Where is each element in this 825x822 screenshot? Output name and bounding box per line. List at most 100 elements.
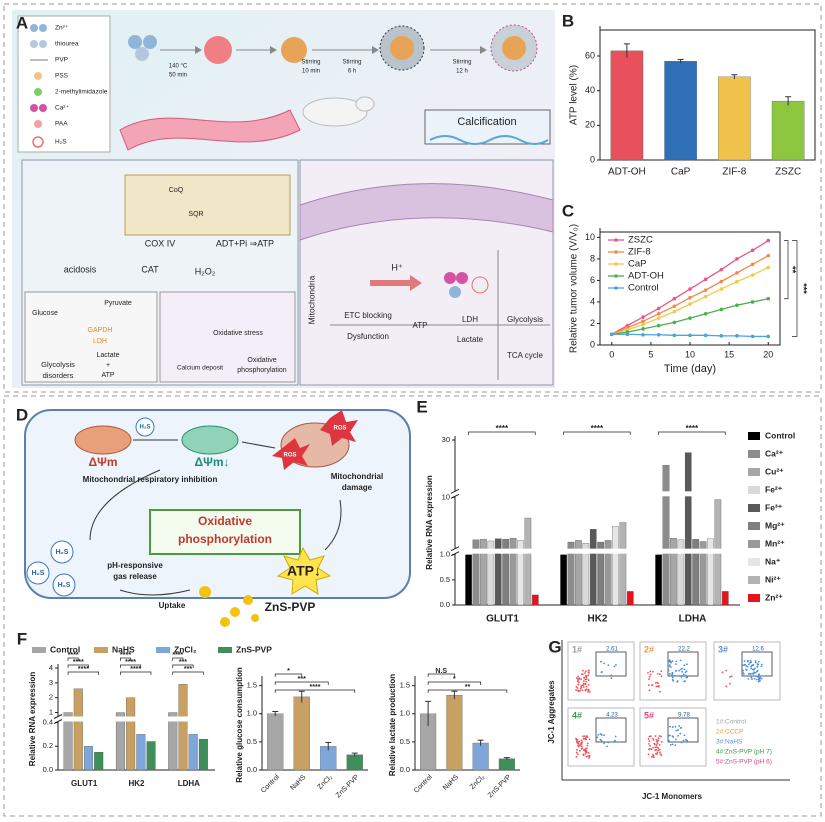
diagram-label: CAT (141, 264, 159, 274)
bar (721, 591, 729, 606)
break-mark (450, 493, 460, 499)
bar (446, 695, 463, 771)
legend-label: H₂S (55, 139, 67, 146)
cell-dot (750, 667, 753, 670)
diagram-label: Lactate (457, 335, 484, 344)
sig-bracket (658, 431, 726, 435)
point (656, 332, 661, 337)
cell-dot (578, 749, 581, 752)
cell-dot (747, 673, 750, 675)
cell-dot (682, 739, 685, 742)
bar (699, 541, 707, 606)
bar (771, 100, 805, 161)
cell-dot (725, 669, 728, 672)
diagram-label: ATP (413, 321, 428, 330)
h2s-bubble (50, 540, 74, 564)
step-label: 140 °C (169, 64, 188, 70)
significance-label: **** (125, 659, 136, 666)
axis-label: JC-1 Aggregates (547, 680, 556, 744)
cell-dot (585, 678, 588, 681)
bar (178, 684, 188, 771)
cell-dot (580, 739, 583, 742)
cell-dot (601, 671, 603, 673)
cell-dot (749, 672, 751, 675)
legend-swatch (94, 647, 108, 653)
cell-dot (681, 670, 684, 673)
y-tick-label: 1.5 (247, 681, 257, 690)
diagram-label: Oxidative stress (213, 330, 263, 337)
cell-dot (584, 738, 587, 741)
gate-value: 2.61 (606, 647, 618, 653)
point (750, 248, 755, 253)
diagram-label: LDH (93, 338, 107, 345)
cell-dot (575, 689, 577, 691)
legend-label: Fe²⁺ (765, 484, 783, 494)
bar (465, 554, 472, 606)
bar (612, 526, 619, 606)
cell-dot (652, 746, 654, 749)
cell-dot (671, 676, 674, 679)
x-tick-label: ZIF-8 (722, 167, 746, 178)
point (641, 327, 645, 331)
diagram-label: Lactate (97, 352, 120, 359)
diagram-label: Glycolysis (41, 360, 75, 369)
bar (168, 712, 178, 771)
legend-label: 2#:CCCP (716, 729, 743, 736)
legend-label: CaP (628, 259, 646, 270)
cell-dot (577, 675, 580, 678)
cell-dot (649, 735, 652, 738)
cell-dot (603, 662, 606, 665)
cell-dot (585, 755, 588, 758)
cell-dot (669, 734, 671, 737)
cell-dot (648, 675, 651, 678)
cell-dot (685, 670, 688, 673)
cell-dot (587, 684, 590, 686)
mitochondrion (181, 425, 239, 455)
break-mark (53, 714, 63, 719)
bar (293, 696, 310, 771)
y-tick-label: 3 (49, 678, 53, 687)
sig-bracket (468, 431, 536, 435)
cell-dot (654, 735, 657, 737)
diagram-label: ΔΨm (88, 455, 117, 469)
cell-dot (580, 678, 583, 681)
bar (472, 539, 480, 606)
sig-bracket (67, 671, 100, 675)
diagram-label: damage (342, 483, 373, 492)
cell-dot (587, 690, 589, 693)
cell-dot (671, 660, 674, 663)
cell-dot (580, 685, 582, 688)
cell-dot (582, 754, 585, 757)
y-axis-label: Relative lactate production (388, 674, 397, 776)
cell-dot (648, 735, 651, 738)
cell-dot (603, 742, 606, 745)
gate-value: 22.2 (678, 647, 690, 653)
bar (73, 688, 83, 771)
cell-dot (651, 753, 654, 756)
bar (531, 594, 539, 606)
cell-dot (597, 733, 600, 736)
sig-bracket (274, 681, 329, 685)
h2s-bubble (52, 573, 76, 597)
y-tick-label: 20 (585, 120, 595, 130)
cell-dot (670, 661, 672, 664)
cell-dot (652, 670, 654, 673)
bar (560, 554, 567, 606)
cell-dot (587, 671, 590, 674)
cell-dot (750, 661, 753, 664)
gate (667, 717, 699, 743)
panel-label: G (548, 637, 561, 656)
cell-dot (745, 668, 748, 671)
cell-dot (676, 680, 679, 682)
x-tick-label: NaHS (442, 774, 460, 792)
cell-dot (648, 678, 650, 680)
plot-frame (599, 29, 816, 161)
significance-label: *** (184, 666, 192, 673)
sig-bracket (427, 689, 508, 693)
cell-dot (756, 669, 759, 672)
significance-label: *** (179, 659, 187, 666)
cell-dot (668, 672, 671, 675)
cell-dot (587, 669, 590, 672)
point (656, 323, 661, 328)
legend-label: Mn²⁺ (765, 538, 785, 548)
